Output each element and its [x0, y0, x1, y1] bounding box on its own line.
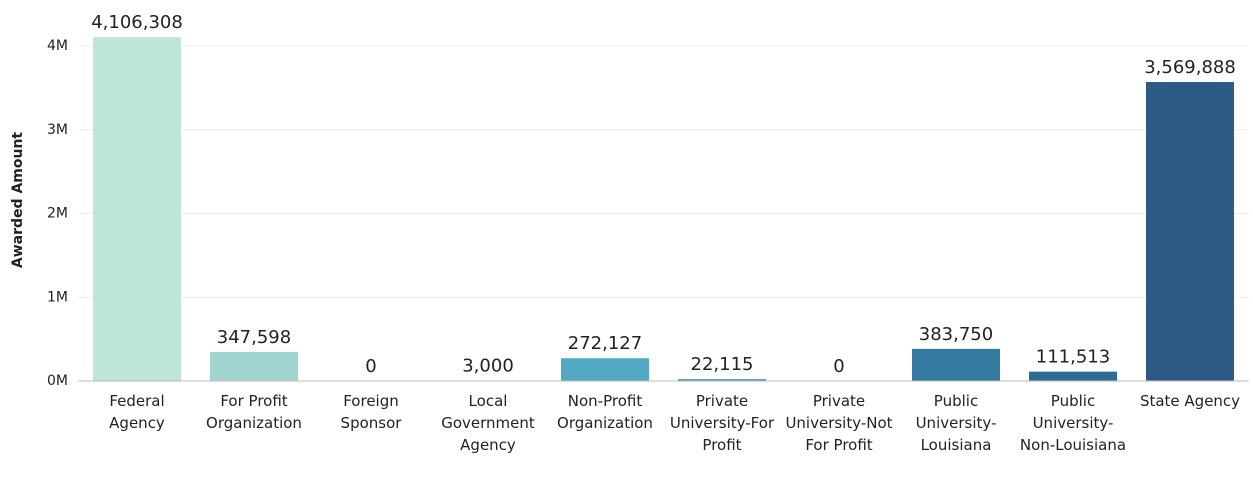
value-label: 22,115: [691, 354, 754, 375]
x-tick-label: Private University-For Profit: [669, 392, 775, 454]
value-label: 347,598: [217, 327, 291, 348]
x-tick-label: Local Government Agency: [441, 392, 535, 454]
y-axis-title: Awarded Amount: [10, 132, 26, 269]
value-label: 383,750: [919, 324, 993, 345]
x-tick-label: Non-Profit Organization: [557, 392, 653, 432]
x-tick-label: Public University-Louisiana: [915, 392, 997, 454]
x-tick-label: Public University-Non-Louisiana: [1019, 392, 1127, 454]
bar: [561, 358, 649, 381]
x-tick-label: State Agency: [1139, 392, 1241, 410]
value-label: 111,513: [1036, 347, 1110, 368]
y-tick-label: 0M: [47, 373, 68, 389]
y-tick-label: 2M: [47, 206, 68, 222]
x-tick-label: For Profit Organization: [206, 392, 302, 432]
value-label: 0: [365, 356, 376, 377]
value-label: 3,000: [462, 356, 514, 377]
bar: [1146, 82, 1234, 381]
bar: [1029, 371, 1117, 381]
y-tick-label: 3M: [47, 122, 68, 138]
bar: [210, 351, 298, 381]
value-label: 4,106,308: [91, 12, 183, 33]
x-tick-label: Private University-Not For Profit: [785, 392, 893, 454]
x-tick-label: Foreign Sponsor: [340, 392, 402, 432]
y-tick-label: 1M: [47, 289, 68, 305]
x-tick-label: Federal Agency: [109, 392, 165, 432]
bar: [93, 37, 181, 381]
value-label: 3,569,888: [1144, 57, 1236, 78]
bar: [912, 348, 1000, 381]
value-label: 0: [833, 356, 844, 377]
value-label: 272,127: [568, 333, 642, 354]
bar: [678, 379, 766, 381]
y-tick-label: 4M: [47, 38, 68, 54]
